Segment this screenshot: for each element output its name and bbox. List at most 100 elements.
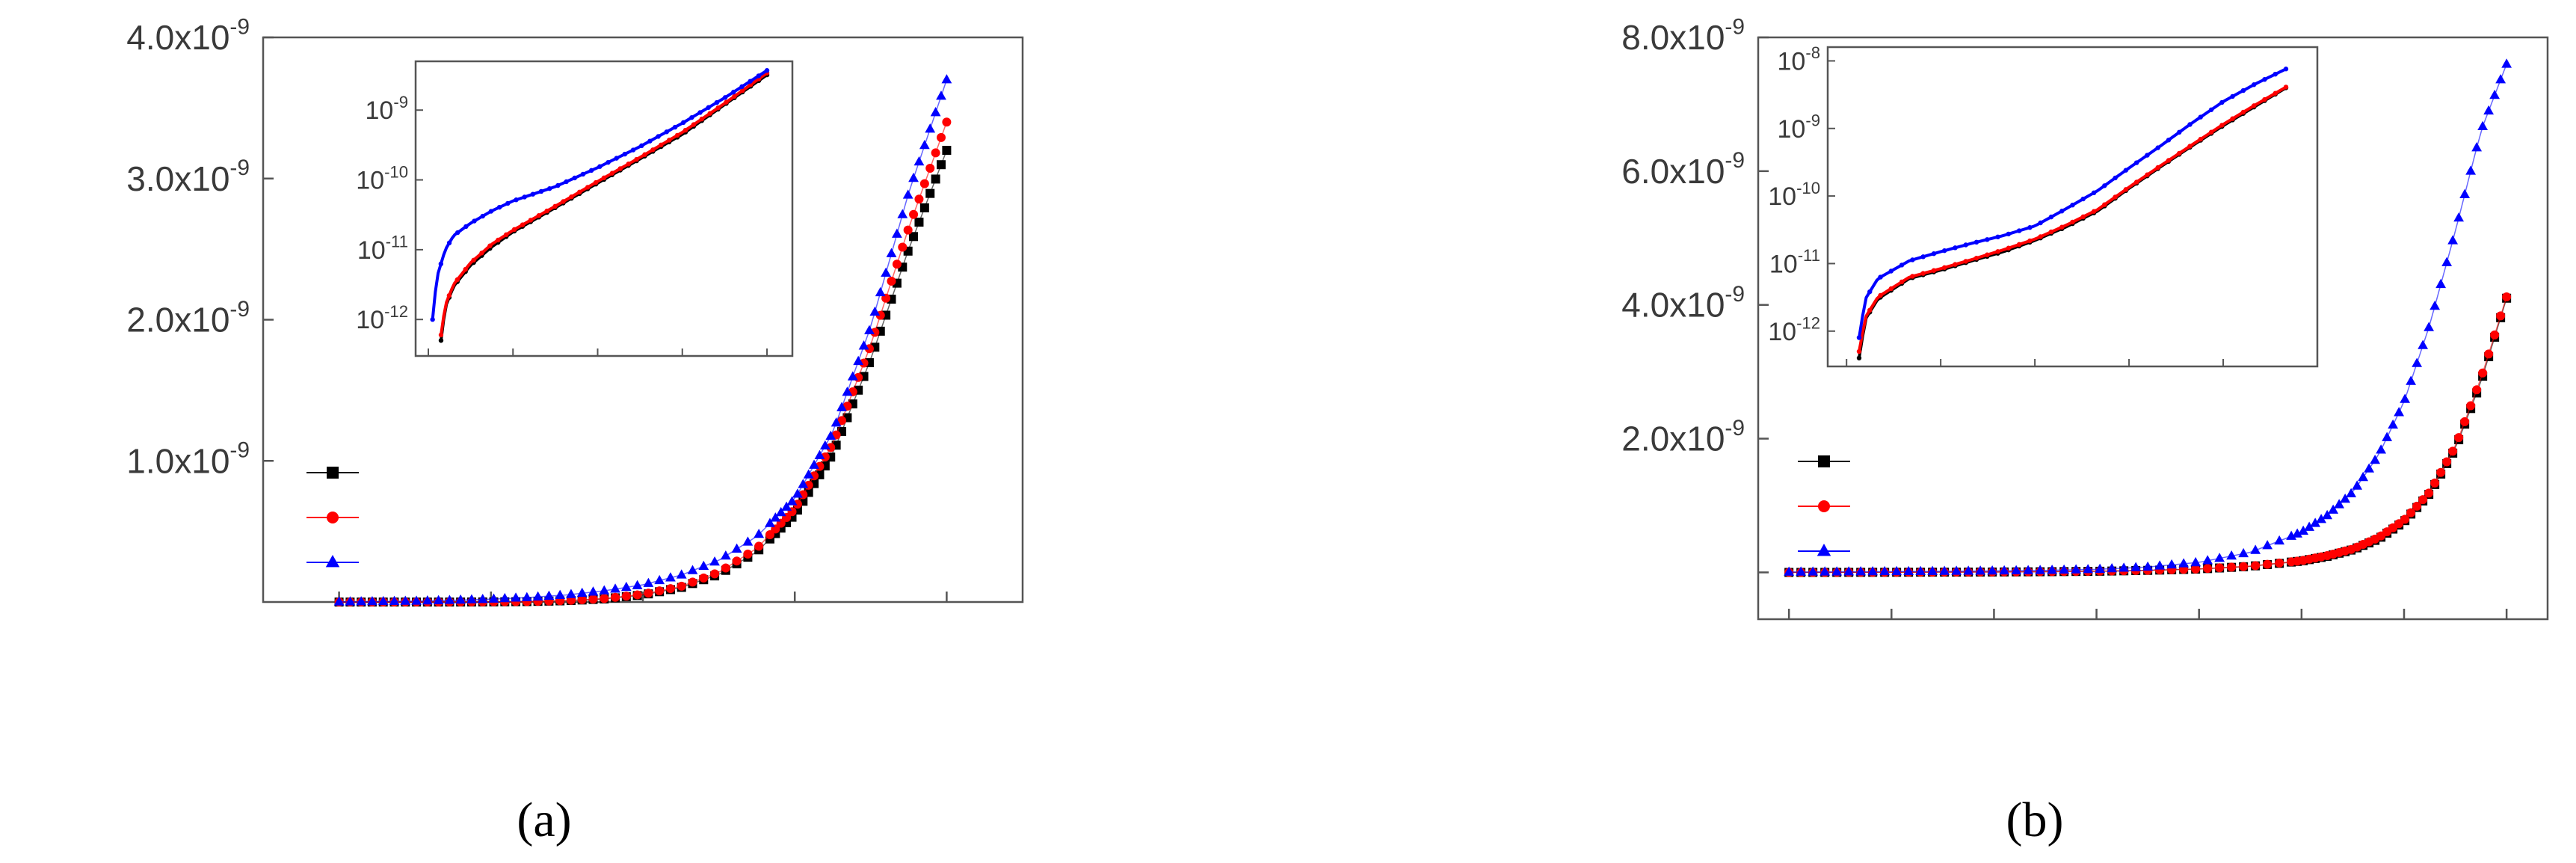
inset-data-point [438, 332, 444, 338]
data-point [2215, 563, 2225, 573]
inset-data-point [593, 179, 599, 185]
inset-data-point [2208, 129, 2214, 135]
inset-data-point [488, 209, 494, 214]
inset-data-point [455, 277, 460, 283]
inset-y-tick-label-mantissa: 10 [356, 306, 384, 334]
inset-data-point [1856, 335, 1862, 340]
data-point [345, 596, 356, 606]
data-point [2214, 553, 2225, 562]
inset-data-point [572, 175, 577, 181]
legend-marker [327, 467, 339, 479]
data-point [2340, 493, 2351, 503]
data-point [936, 90, 946, 100]
inset-y-tick-label-mantissa: 10 [1778, 47, 1806, 76]
inset-y-tick-label-mantissa: 10 [1769, 250, 1798, 278]
inset-data-point [1985, 252, 1990, 257]
data-point [710, 569, 720, 579]
data-point [455, 594, 466, 604]
data-point [2441, 257, 2453, 266]
data-point [2328, 504, 2339, 514]
data-point [1843, 566, 1855, 576]
inset-y-tick-label-exponent: -9 [393, 93, 408, 111]
inset-data-point [522, 194, 527, 200]
data-point [914, 218, 924, 227]
data-point [532, 591, 543, 601]
inset-data-point [585, 185, 591, 190]
inset-data-point [614, 156, 619, 161]
inset-data-point [2070, 202, 2075, 208]
data-point [2251, 561, 2261, 571]
data-point [819, 440, 831, 450]
inset-data-point [2048, 229, 2054, 235]
y-tick-label: 1.0x10-9 [126, 438, 250, 481]
inset-data-point [642, 152, 647, 157]
inset-data-point [1920, 271, 1926, 276]
data-point [2496, 311, 2506, 321]
data-point [632, 590, 642, 600]
inset-data-point [2091, 209, 2097, 214]
data-point [588, 595, 598, 604]
data-point [444, 595, 455, 604]
y-tick-label-exponent: -9 [1725, 282, 1745, 307]
data-point [2286, 530, 2297, 540]
data-point [2334, 499, 2345, 509]
data-point [709, 556, 720, 566]
data-point [2095, 563, 2106, 573]
data-point [698, 560, 709, 571]
data-point [422, 595, 433, 605]
data-point [942, 146, 952, 155]
inset-data-point [496, 204, 502, 210]
data-point [466, 594, 477, 604]
inset-y-tick-label-mantissa: 10 [1768, 318, 1796, 346]
inset-y-tick-label: 10-11 [357, 233, 408, 265]
inset-data-point [430, 317, 435, 322]
data-point [908, 172, 919, 182]
inset-data-point [446, 292, 452, 298]
data-point [1831, 566, 1843, 576]
data-point [2442, 457, 2452, 467]
data-point [2460, 417, 2470, 426]
inset-data-point [2145, 153, 2150, 158]
inset-data-point [438, 338, 444, 343]
data-point [2358, 471, 2369, 482]
data-point [687, 565, 698, 574]
data-point [886, 248, 897, 257]
legend-marker [1817, 544, 1831, 556]
data-point [2364, 463, 2375, 473]
inset-data-point [1867, 307, 1873, 313]
data-point [1808, 566, 1819, 576]
data-point [1796, 566, 1807, 576]
inset-data-point [2113, 194, 2118, 200]
inset-data-point [2187, 144, 2193, 149]
inset-data-point [1920, 254, 1926, 259]
data-point [2459, 188, 2471, 198]
y-tick-label-exponent: -9 [1725, 14, 1745, 39]
data-point [1915, 565, 1926, 575]
inset-data-point [724, 99, 729, 105]
data-point [610, 583, 620, 593]
inset-data-point [707, 111, 712, 116]
data-point [942, 117, 952, 127]
inset-data-point [2123, 168, 2129, 173]
data-point [2418, 340, 2429, 349]
inset-y-tick-label: 10-9 [366, 93, 408, 125]
inset-data-point [2133, 160, 2139, 165]
legend-marker [1818, 455, 1830, 467]
inset-data-point [2048, 214, 2054, 220]
inset-data-point [446, 240, 452, 246]
data-point [925, 123, 936, 133]
y-tick-label-exponent: -9 [1725, 148, 1745, 173]
data-point [1999, 565, 2010, 575]
inset-y-tick-label-exponent: -10 [384, 162, 408, 181]
data-point [488, 593, 499, 603]
inset-data-point [2177, 129, 2182, 135]
data-point [925, 164, 935, 173]
data-point [2412, 357, 2423, 367]
data-point [2448, 446, 2458, 456]
inset-data-point [609, 171, 615, 176]
data-point [792, 488, 803, 498]
data-point [2346, 488, 2357, 497]
inset-data-point [764, 68, 770, 73]
inset-data-point [463, 224, 469, 230]
